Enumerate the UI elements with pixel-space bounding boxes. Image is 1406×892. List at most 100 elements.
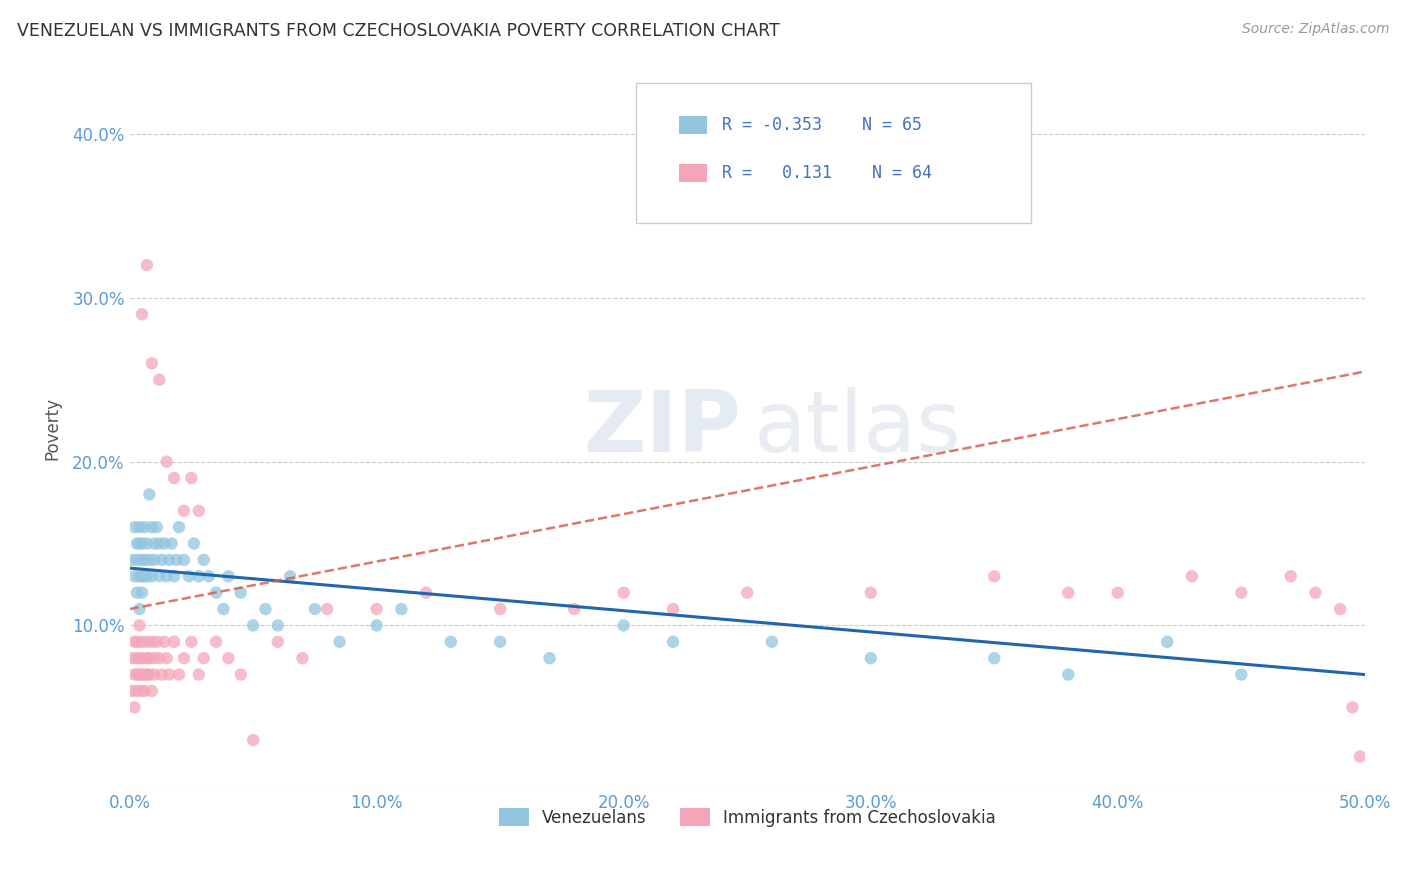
Point	[1279, 569, 1302, 583]
Point	[156, 651, 179, 665]
Point	[163, 471, 186, 485]
Point	[1305, 585, 1327, 599]
Point	[193, 553, 215, 567]
Point	[163, 635, 186, 649]
Point	[983, 651, 1005, 665]
Point	[1341, 700, 1364, 714]
Point	[135, 651, 157, 665]
Point	[1348, 749, 1371, 764]
Point	[148, 536, 170, 550]
Point	[366, 602, 388, 616]
Point	[134, 684, 156, 698]
Point	[131, 585, 153, 599]
Point	[229, 585, 252, 599]
Point	[131, 651, 153, 665]
Point	[138, 651, 160, 665]
Point	[662, 602, 685, 616]
Point	[128, 618, 150, 632]
Point	[143, 651, 166, 665]
Point	[562, 602, 585, 616]
Point	[166, 553, 188, 567]
Point	[180, 471, 202, 485]
Point	[121, 651, 143, 665]
Point	[124, 667, 146, 681]
Point	[125, 553, 148, 567]
Point	[662, 635, 685, 649]
Point	[1181, 569, 1204, 583]
Point	[859, 651, 882, 665]
Point	[125, 536, 148, 550]
Point	[157, 553, 180, 567]
Point	[125, 684, 148, 698]
Point	[145, 520, 167, 534]
Point	[150, 667, 173, 681]
Point	[131, 307, 153, 321]
Point	[121, 684, 143, 698]
Point	[187, 569, 209, 583]
Text: R = -0.353    N = 65: R = -0.353 N = 65	[721, 116, 922, 134]
Point	[150, 553, 173, 567]
Y-axis label: Poverty: Poverty	[44, 397, 60, 460]
Point	[143, 667, 166, 681]
Text: Source: ZipAtlas.com: Source: ZipAtlas.com	[1241, 22, 1389, 37]
Point	[131, 536, 153, 550]
Point	[125, 651, 148, 665]
Point	[138, 487, 160, 501]
Point	[135, 635, 157, 649]
Point	[143, 553, 166, 567]
Point	[153, 635, 176, 649]
Point	[329, 635, 352, 649]
Point	[1230, 667, 1253, 681]
Point	[242, 733, 264, 747]
Point	[131, 569, 153, 583]
Point	[267, 635, 290, 649]
Point	[163, 569, 186, 583]
Point	[148, 569, 170, 583]
Point	[415, 585, 437, 599]
Point	[613, 618, 636, 632]
Point	[278, 569, 301, 583]
Point	[128, 569, 150, 583]
Point	[143, 536, 166, 550]
Point	[128, 602, 150, 616]
Point	[1107, 585, 1129, 599]
Point	[131, 667, 153, 681]
Point	[183, 536, 205, 550]
Text: atlas: atlas	[754, 387, 962, 470]
Point	[613, 585, 636, 599]
Point	[538, 651, 561, 665]
Point	[121, 553, 143, 567]
Point	[735, 585, 758, 599]
Point	[187, 504, 209, 518]
Text: R =   0.131    N = 64: R = 0.131 N = 64	[721, 164, 932, 182]
Point	[167, 667, 190, 681]
Point	[156, 569, 179, 583]
Point	[217, 569, 239, 583]
Point	[134, 569, 156, 583]
Point	[254, 602, 277, 616]
Point	[197, 569, 219, 583]
Point	[205, 635, 228, 649]
Point	[128, 667, 150, 681]
Point	[1230, 585, 1253, 599]
Point	[366, 618, 388, 632]
Point	[156, 455, 179, 469]
Point	[859, 585, 882, 599]
Point	[128, 536, 150, 550]
Point	[134, 553, 156, 567]
Point	[135, 258, 157, 272]
Point	[177, 569, 200, 583]
Point	[983, 569, 1005, 583]
Point	[124, 635, 146, 649]
Point	[135, 667, 157, 681]
Point	[125, 667, 148, 681]
Point	[148, 651, 170, 665]
Point	[304, 602, 326, 616]
Point	[389, 602, 412, 616]
Point	[229, 667, 252, 681]
Point	[291, 651, 314, 665]
Point	[148, 373, 170, 387]
Point	[153, 536, 176, 550]
Point	[1057, 585, 1080, 599]
Point	[141, 635, 163, 649]
